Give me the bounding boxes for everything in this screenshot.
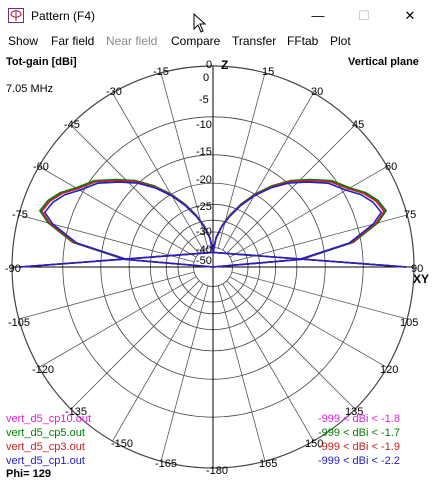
phi-label: Phi= 129 — [6, 468, 51, 480]
legend-range: -999 < dBi < -1.8 — [318, 413, 400, 425]
plot-area: Tot-gain [dBi] Vertical plane 7.05 MHz Z… — [0, 51, 433, 483]
grid-spoke — [226, 124, 356, 254]
window-title: Pattern (F4) — [31, 9, 96, 23]
legend-entry: vert_d5_cp1.out — [6, 455, 85, 467]
frequency-label: 7.05 MHz — [6, 83, 54, 95]
plane-label: Vertical plane — [348, 56, 419, 68]
ring-label: -15 — [196, 146, 212, 158]
angle-label: -120 — [32, 364, 55, 376]
angle-label: -165 — [155, 458, 178, 470]
ring-label: 0 — [203, 72, 210, 84]
angle-label: -60 — [33, 161, 49, 173]
ring-label: -30 — [196, 226, 212, 238]
title-bar: Pattern (F4) — ☐ ✕ — [0, 0, 433, 31]
app-icon — [8, 8, 24, 23]
grid-spoke — [229, 276, 388, 368]
angle-label: -135 — [65, 406, 88, 418]
angle-label: 90 — [411, 263, 424, 275]
grid-spoke — [231, 271, 408, 320]
grid-spoke — [160, 285, 209, 462]
menu-near-field[interactable]: Near field — [106, 34, 158, 48]
angle-label: 120 — [380, 364, 399, 376]
grid-spoke — [229, 166, 388, 258]
angle-label: -30 — [106, 86, 122, 98]
grid-spoke — [226, 280, 356, 410]
angle-label: -150 — [111, 438, 134, 450]
legend-range: -999 < dBi < -1.9 — [318, 441, 400, 453]
angle-label: -15 — [153, 66, 169, 78]
grid-spoke — [70, 124, 200, 254]
grid-spoke — [70, 280, 200, 410]
legend-entry: vert_d5_cp3.out — [6, 441, 85, 453]
ring-label: -5 — [199, 94, 209, 106]
angle-label: 165 — [259, 458, 278, 470]
ring-label: -25 — [196, 201, 212, 213]
legend-entry: vert_d5_cp5.out — [6, 427, 85, 439]
legend-range: -999 < dBi < -2.2 — [318, 455, 400, 467]
angle-label: 15 — [262, 66, 275, 78]
angle-label: 105 — [400, 317, 419, 329]
grid-spoke — [222, 283, 314, 442]
minimize-button[interactable]: — — [311, 8, 325, 23]
z-axis-label: Z — [221, 58, 229, 72]
ring-label: -20 — [196, 174, 212, 186]
close-button[interactable]: ✕ — [404, 8, 416, 23]
angle-label: -45 — [64, 119, 80, 131]
grid-spoke — [38, 166, 197, 258]
menu-bar: Show Far field Near field Compare Transf… — [0, 31, 433, 51]
ring-label: -40 — [196, 244, 212, 256]
angle-label: -180 — [206, 465, 229, 477]
angle-label: -90 — [5, 263, 21, 275]
angle-label: 60 — [385, 161, 398, 173]
mouse-pointer-icon — [193, 13, 207, 33]
angle-label: -75 — [12, 209, 28, 221]
menu-transfer[interactable]: Transfer — [232, 34, 277, 48]
menu-far-field[interactable]: Far field — [51, 34, 95, 48]
angle-label: 135 — [345, 406, 364, 418]
grid-spoke — [222, 92, 314, 251]
legend-entry: vert_d5_cp10.out — [6, 413, 92, 425]
series-trace — [19, 181, 407, 268]
xy-axis-label: XY — [413, 272, 430, 286]
menu-fftab[interactable]: FFtab — [287, 34, 319, 48]
grid-spoke — [112, 283, 204, 442]
polar-chart — [11, 65, 415, 469]
ring-label: -10 — [196, 119, 212, 131]
quantity-label: Tot-gain [dBi] — [6, 56, 77, 68]
maximize-button[interactable]: ☐ — [358, 8, 370, 23]
grid-spoke — [38, 276, 197, 368]
grid-spoke — [217, 72, 266, 249]
grid-spoke — [18, 271, 195, 320]
menu-compare[interactable]: Compare — [171, 34, 221, 48]
angle-label: 75 — [404, 209, 417, 221]
angle-label: 30 — [311, 86, 324, 98]
grid-spoke — [160, 72, 209, 249]
legend-range: -999 < dBi < -1.7 — [318, 427, 400, 439]
angle-label: 150 — [305, 438, 324, 450]
angle-label: -105 — [8, 317, 31, 329]
menu-plot[interactable]: Plot — [330, 34, 351, 48]
grid-spoke — [217, 285, 266, 462]
angle-label: 0 — [206, 59, 213, 71]
ring-label: -50 — [196, 255, 212, 267]
menu-show[interactable]: Show — [8, 34, 39, 48]
angle-label: 45 — [352, 119, 365, 131]
grid-spoke — [112, 92, 204, 251]
